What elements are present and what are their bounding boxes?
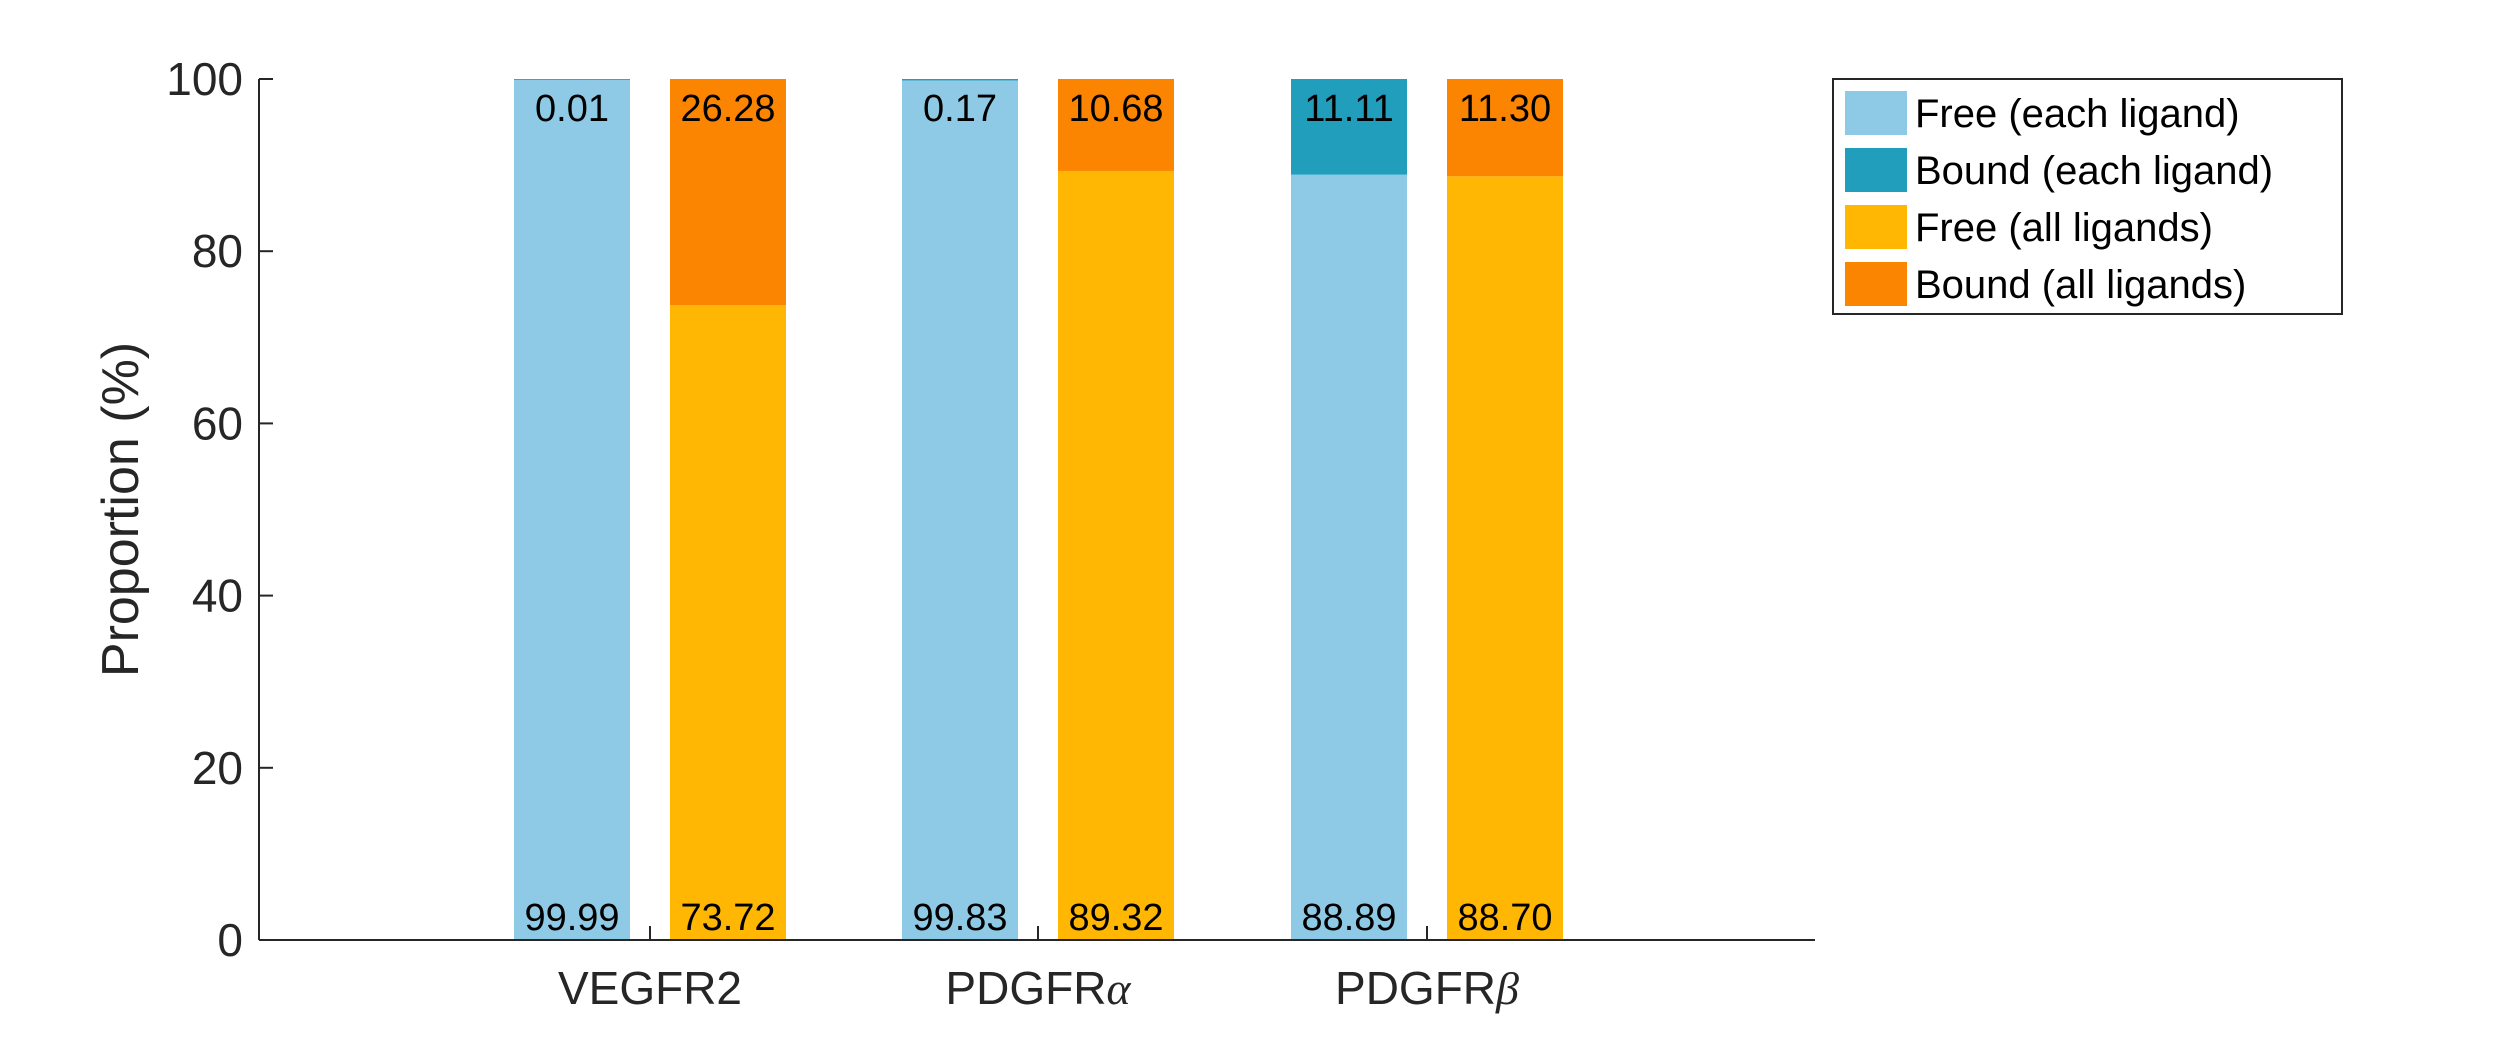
data-label-top: 10.68 — [1068, 88, 1163, 130]
data-label-bottom: 89.32 — [1068, 897, 1163, 939]
y-axis-label: Proportion (%) — [92, 342, 150, 677]
data-label-bottom: 73.72 — [680, 897, 775, 939]
data-label-bottom: 99.99 — [524, 897, 619, 939]
y-tick-label: 60 — [192, 397, 243, 449]
labels-layer: 0.01 99.99 0.17 99.83 11.11 88.89 26.28 73.72 10… — [524, 88, 1552, 939]
bar-free-all-1 — [1058, 170, 1174, 940]
data-label-top: 0.01 — [535, 88, 609, 130]
legend-layer: Free (each ligand) Bound (each ligand) Fre… — [1832, 78, 2343, 315]
bar-bound-all-1 — [1058, 79, 1174, 171]
legend-label: Free (all ligands) — [1915, 206, 2213, 250]
bar-bound-all-0 — [670, 79, 786, 306]
bar-bound-each-0 — [514, 79, 630, 80]
legend-box — [1832, 78, 2343, 315]
x-tick-label: PDGFRβ — [1335, 962, 1519, 1014]
y-tick-label: 0 — [217, 914, 243, 966]
legend-label: Bound (each ligand) — [1915, 149, 2273, 193]
bar-free-each-1 — [902, 80, 1018, 941]
bar-free-all-0 — [670, 305, 786, 940]
data-label-bottom: 99.83 — [912, 897, 1007, 939]
legend-swatch — [1845, 91, 1907, 135]
legend-label: Bound (all ligands) — [1915, 263, 2246, 307]
y-tick-label: 100 — [166, 53, 243, 105]
legend-swatch — [1845, 205, 1907, 249]
legend-swatch — [1845, 148, 1907, 192]
data-label-top: 26.28 — [680, 88, 775, 130]
legend-label: Free (each ligand) — [1915, 92, 2240, 136]
data-label-top: 0.17 — [923, 88, 997, 130]
bar-bound-each-1 — [902, 79, 1018, 81]
bar-free-each-0 — [514, 79, 630, 940]
bar-bound-all-2 — [1447, 79, 1563, 177]
bar-free-all-2 — [1447, 176, 1563, 941]
data-label-bottom: 88.89 — [1301, 897, 1396, 939]
bar-free-each-2 — [1291, 174, 1407, 940]
y-tick-label: 40 — [192, 570, 243, 622]
bar-bound-each-2 — [1291, 79, 1407, 175]
y-tick-label: 20 — [192, 742, 243, 794]
x-tick-label: VEGFR2 — [558, 962, 742, 1014]
bars-layer — [514, 79, 1563, 941]
data-label-top: 11.30 — [1459, 88, 1551, 130]
axes-layer: 0 20 40 60 80 100 VEGFR2 PDGFRα PDGFRβ Proportion… — [92, 53, 1815, 1014]
data-label-top: 11.11 — [1304, 88, 1393, 130]
legend-swatch — [1845, 262, 1907, 306]
y-tick-label: 80 — [192, 225, 243, 277]
x-tick-label: PDGFRα — [945, 962, 1131, 1014]
data-label-bottom: 88.70 — [1457, 897, 1552, 939]
